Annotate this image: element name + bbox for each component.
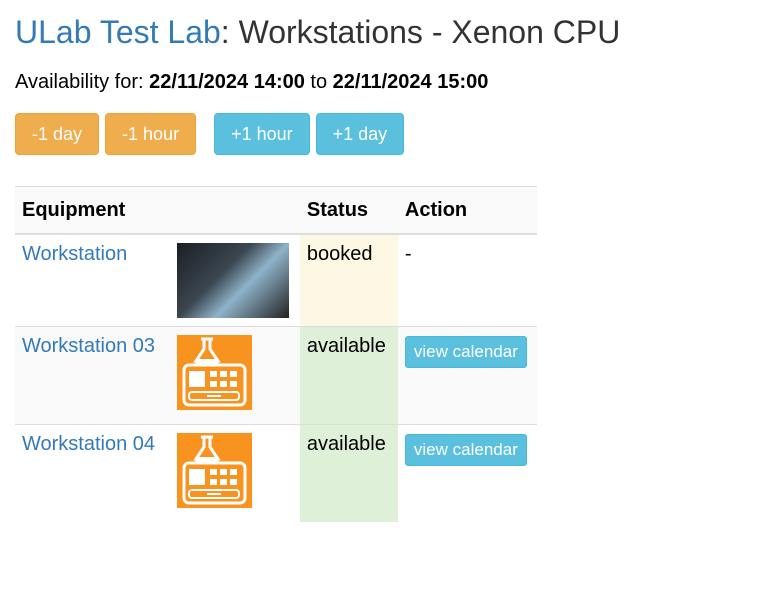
- plus-hour-button[interactable]: +1 hour: [214, 113, 310, 155]
- to-label: to: [310, 71, 328, 93]
- action-cell: view calendar: [397, 424, 537, 522]
- status-cell: available: [299, 424, 398, 522]
- to-time: 22/11/2024 15:00: [332, 71, 489, 93]
- equipment-icon: [177, 335, 252, 410]
- header-action: Action: [397, 186, 537, 235]
- view-calendar-button[interactable]: view calendar: [404, 434, 527, 466]
- minus-day-button[interactable]: -1 day: [15, 113, 100, 155]
- time-nav: -1 day -1 hour +1 hour +1 day: [15, 113, 410, 155]
- table-header: Equipment Status Action: [15, 186, 537, 235]
- table-row: Workstation 03 available view calendar: [15, 326, 537, 425]
- page-title: ULab Test Lab: Workstations - Xenon CPU: [15, 14, 620, 51]
- equipment-link[interactable]: Workstation: [22, 243, 128, 265]
- availability-line: Availability for: 22/11/2024 14:00 to 22…: [15, 71, 488, 94]
- action-cell: view calendar: [397, 326, 537, 425]
- equipment-icon: [177, 433, 252, 508]
- equipment-link[interactable]: Workstation 04: [22, 433, 156, 455]
- minus-hour-button[interactable]: -1 hour: [105, 113, 197, 155]
- equipment-table: Equipment Status Action Workstation book…: [15, 186, 537, 522]
- view-calendar-button[interactable]: view calendar: [404, 336, 527, 368]
- lab-link[interactable]: ULab Test Lab: [15, 14, 221, 50]
- equipment-link[interactable]: Workstation 03: [22, 335, 156, 357]
- action-cell: -: [397, 233, 537, 327]
- header-equipment: Equipment: [15, 186, 300, 235]
- plus-day-button[interactable]: +1 day: [315, 113, 405, 155]
- table-row: Workstation 04 available view calendar: [15, 424, 537, 522]
- status-cell: booked: [299, 233, 398, 327]
- table-row: Workstation booked -: [15, 233, 537, 327]
- availability-label: Availability for:: [15, 71, 144, 93]
- equipment-photo: [177, 243, 289, 318]
- header-status: Status: [299, 186, 398, 235]
- status-cell: available: [299, 326, 398, 425]
- from-time: 22/11/2024 14:00: [149, 71, 305, 93]
- title-text: : Workstations - Xenon CPU: [220, 14, 621, 50]
